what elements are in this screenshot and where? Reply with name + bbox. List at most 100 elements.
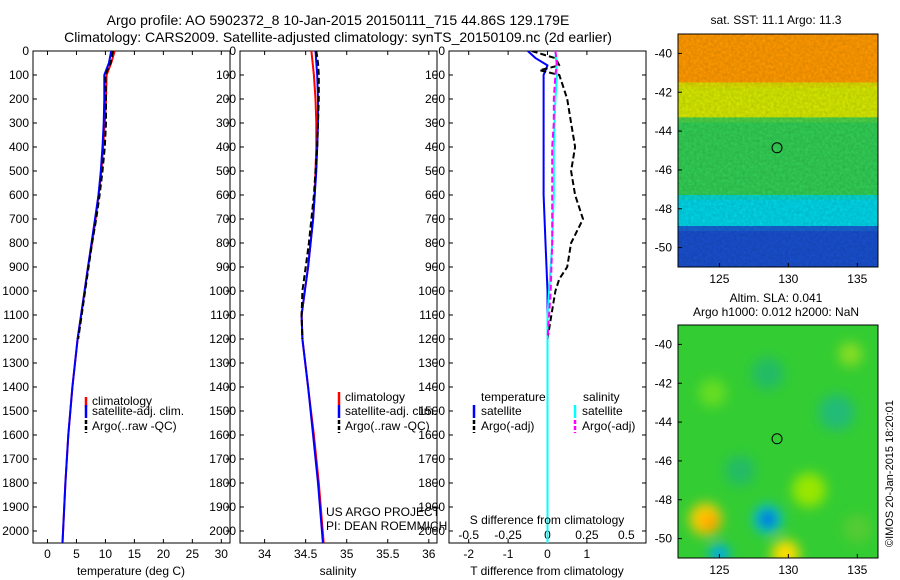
sst-map-ytick-label: -42 [655, 85, 673, 99]
sla-map-title-line1: Altim. SLA: 0.041 [730, 291, 823, 305]
salinity-xtick-label: 35.5 [376, 547, 400, 561]
salinity-ytick-label: 900 [216, 260, 236, 274]
sla-map-xtick-label: 130 [778, 563, 798, 577]
salinity-ytick-label: 1600 [209, 428, 236, 442]
difference-ytick-label: 800 [425, 236, 445, 250]
sla-anomaly-blob [709, 544, 730, 558]
temperature-ytick-label: 100 [9, 68, 29, 82]
difference-legend: temperature satellite Argo(-adj) salinit… [472, 390, 635, 433]
sst-map-xtick-label: 135 [847, 272, 867, 286]
sla-map-ytick-label: -46 [655, 454, 673, 468]
difference-ytick-label: 600 [425, 188, 445, 202]
temperature-ytick-label: 1800 [2, 476, 29, 490]
s-difference-tick-label: -0.5 [458, 528, 479, 542]
legend-satellite-adj: satellite-adj. clim. [92, 404, 184, 418]
difference-xtick-label: -1 [503, 547, 514, 561]
temperature-ytick-label: 1700 [2, 452, 29, 466]
temperature-argo-raw-qc-line [77, 51, 114, 340]
difference-ytick-label: 1800 [418, 476, 445, 490]
salinity-xtick-label: 35 [340, 547, 354, 561]
salinity-argo-raw-qc-line [300, 51, 320, 340]
temperature-ytick-label: 1100 [3, 308, 29, 322]
salinity-ytick-label: 1300 [209, 356, 236, 370]
temperature-ytick-label: 700 [9, 212, 29, 226]
salinity-ytick-label: 200 [216, 92, 236, 106]
sla-anomaly-blob [701, 515, 718, 532]
temperature-panel-frame [32, 50, 231, 544]
salinity-ytick-label: 100 [216, 68, 236, 82]
difference-temperature-satellite-line [527, 51, 549, 543]
difference-ytick-label: 1100 [419, 308, 445, 322]
sst-float-position-marker [771, 142, 783, 154]
temperature-ytick-label: 400 [9, 140, 29, 154]
project-label: US ARGO PROJECT [326, 505, 441, 519]
legend-satellite-adj: satellite-adj. clim. [345, 404, 437, 418]
salinity-ytick-label: 300 [216, 116, 236, 130]
temperature-axis-label: temperature (deg C) [77, 564, 185, 578]
sla-map-title-line2: Argo h1000: 0.012 h2000: NaN [693, 305, 859, 319]
temperature-xtick-label: 5 [73, 547, 80, 561]
salinity-ytick-label: 1700 [209, 452, 236, 466]
sla-anomaly-blob [751, 357, 784, 390]
difference-ytick-label: 500 [425, 164, 445, 178]
sla-map-xtick-label: 125 [709, 563, 729, 577]
imos-timestamp-label: ©IMOS 20-Jan-2015 18:20:01 [884, 400, 896, 547]
legend-argo: Argo(..raw -QC) [345, 419, 430, 433]
difference-ytick-label: 900 [425, 260, 445, 274]
s-difference-axis-label: S difference from climatology [470, 513, 625, 527]
sla-map-ytick-label: -42 [655, 376, 673, 390]
salinity-ytick-label: 1800 [209, 476, 236, 490]
salinity-ytick-label: 0 [229, 44, 236, 58]
temperature-ytick-label: 900 [9, 260, 29, 274]
salinity-ytick-label: 700 [216, 212, 236, 226]
sst-map-xtick-label: 125 [709, 272, 729, 286]
salinity-ytick-label: 400 [216, 140, 236, 154]
salinity-ytick-label: 1000 [209, 284, 236, 298]
map-axis-ticks: 125 130 135 -40 -42 -44 -46 -48 -50 125 130 135 -40 -… [655, 46, 868, 577]
sla-map-ytick-label: -50 [655, 532, 673, 546]
difference-ytick-label: 1700 [418, 452, 445, 466]
temperature-legend: climatology satellite-adj. clim. Argo(..… [84, 394, 184, 433]
salinity-ytick-label: 600 [216, 188, 236, 202]
legend-argo: Argo(..raw -QC) [92, 419, 177, 433]
difference-ytick-label: 700 [425, 212, 445, 226]
temperature-ytick-label: 1400 [2, 380, 29, 394]
sla-anomaly-blob [698, 378, 727, 407]
axis-ticks-group: 0100200300400500600700800900100011001200… [2, 44, 646, 561]
difference-xtick-label: 0 [544, 547, 551, 561]
difference-ytick-label: 1900 [418, 500, 445, 514]
sst-map-frame [677, 33, 879, 268]
sla-map-ytick-label: -44 [655, 415, 673, 429]
sla-anomaly-blob [792, 473, 827, 508]
t-difference-axis-label: T difference from climatology [470, 564, 624, 578]
s-difference-tick-label: 0.5 [618, 528, 635, 542]
difference-series-group [527, 51, 584, 543]
sst-map-ytick-label: -48 [655, 202, 673, 216]
difference-ytick-label: 400 [425, 140, 445, 154]
sla-anomaly-blob [771, 540, 800, 558]
sla-map-ytick-label: -48 [655, 493, 673, 507]
temperature-xtick-label: 0 [44, 547, 51, 561]
figure-title-line2: Climatology: CARS2009. Satellite-adjuste… [64, 29, 612, 45]
salinity-series-group [300, 51, 325, 543]
temperature-ytick-label: 1300 [2, 356, 29, 370]
salinity-xtick-label: 34.5 [294, 547, 318, 561]
temperature-xtick-label: 30 [215, 547, 229, 561]
temperature-ytick-label: 200 [9, 92, 29, 106]
difference-salinity-satellite-line [546, 51, 558, 543]
difference-xtick-label: -2 [463, 547, 474, 561]
temperature-ytick-label: 0 [22, 44, 29, 58]
sst-map-image [678, 34, 878, 267]
temperature-xtick-label: 10 [99, 547, 113, 561]
difference-ytick-label: 300 [425, 116, 445, 130]
legend-temperature-heading: temperature [481, 390, 546, 404]
sst-map-ytick-label: -40 [655, 46, 673, 60]
legend-s-argo: Argo(-adj) [582, 419, 635, 433]
sst-map-ytick-label: -44 [655, 124, 673, 138]
sst-map-title: sat. SST: 11.1 Argo: 11.3 [711, 13, 842, 27]
salinity-ytick-label: 800 [216, 236, 236, 250]
difference-ytick-label: 1600 [418, 428, 445, 442]
salinity-legend: climatology satellite-adj. clim. Argo(..… [337, 390, 437, 433]
salinity-ytick-label: 1400 [209, 380, 236, 394]
